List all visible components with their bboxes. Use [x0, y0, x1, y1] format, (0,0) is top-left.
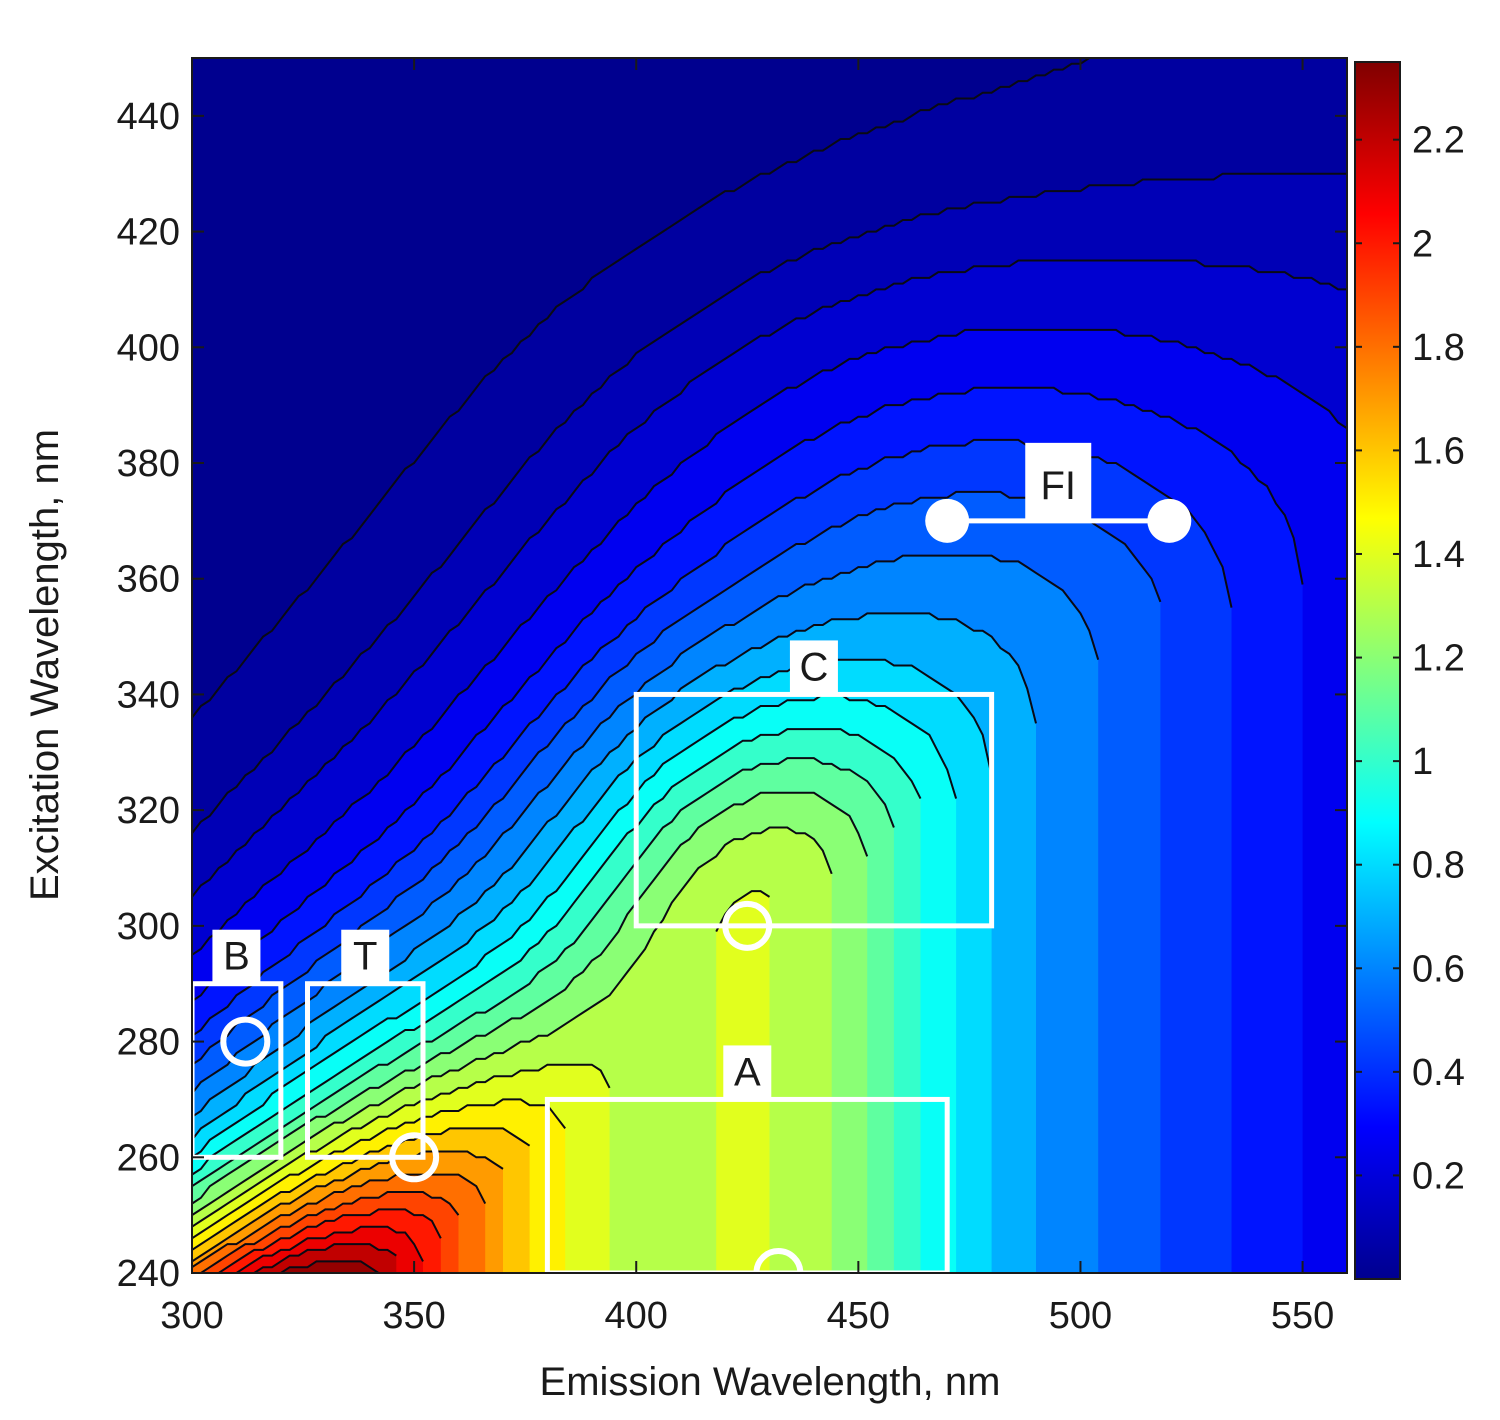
colorbar-tick-label: 1.2 [1412, 638, 1465, 680]
region-a: A [544, 1045, 950, 1298]
fi-point [925, 498, 970, 543]
contour-line [270, 1260, 380, 1273]
contour-line [192, 328, 1347, 957]
contour-fills [192, 58, 1347, 1273]
colorbar-tick-label: 1.6 [1412, 430, 1465, 472]
colorbar-tick-label: 0.2 [1412, 1155, 1465, 1197]
x-tick-label: 400 [605, 1295, 668, 1337]
y-tick-label: 440 [117, 96, 180, 138]
x-axis-label: Emission Wavelength, nm [540, 1360, 1001, 1404]
region-label: A [734, 1050, 761, 1094]
contour-line [199, 1191, 460, 1273]
region-label: C [799, 645, 828, 689]
fi-point [1147, 498, 1192, 543]
contour-line [252, 1243, 397, 1273]
region-label-bg [212, 929, 261, 982]
colorbar-tick-label: 1 [1412, 741, 1433, 783]
region-label-bg [723, 1045, 772, 1098]
fi-label-bg [1025, 442, 1092, 521]
x-tick-label: 550 [1271, 1295, 1334, 1337]
contour-line [715, 890, 771, 933]
contour-line [216, 1208, 442, 1273]
contour-line [192, 728, 922, 1176]
colorbar-gradient [1354, 61, 1401, 1280]
region-label-bg [341, 929, 390, 982]
y-tick-label: 280 [117, 1022, 180, 1064]
region-boxes: B T C A FI [189, 442, 1192, 1298]
plot-area [192, 58, 1347, 1273]
fi-label: FI [1040, 464, 1076, 508]
plot-frame [191, 57, 1348, 1274]
colorbar-tick-label: 0.6 [1412, 948, 1465, 990]
region-label-bg [789, 640, 838, 693]
colorbar-tick-label: 1.4 [1412, 534, 1465, 576]
y-tick-label: 340 [117, 674, 180, 716]
region-marker [389, 1132, 440, 1183]
y-tick-label: 420 [117, 212, 180, 254]
y-axis-ticks: 240 260 280 300 320 340 360 380 400 420 440 [117, 96, 1347, 1295]
region-c: C [633, 640, 995, 951]
y-tick-label: 360 [117, 559, 180, 601]
contour-line [192, 259, 1347, 899]
fi-marker: FI [925, 442, 1192, 543]
contour-line [192, 1150, 504, 1263]
contour-line [192, 612, 1037, 1118]
region-label: B [223, 935, 250, 979]
y-tick-label: 240 [117, 1253, 180, 1295]
y-tick-label: 260 [117, 1137, 180, 1179]
region-box [633, 691, 995, 929]
x-tick-label: 300 [160, 1295, 223, 1337]
colorbar: 0.2 0.4 0.6 0.8 1 1.2 1.4 1.6 1.8 2 2.2 [1354, 61, 1465, 1280]
colorbar-tick-label: 0.4 [1412, 1052, 1465, 1094]
contour-line [192, 490, 1162, 1066]
colorbar-tick-label: 1.8 [1412, 327, 1465, 369]
colorbar-tick-label: 2 [1412, 223, 1433, 265]
contour-line [192, 658, 993, 1142]
contour-line [192, 172, 1347, 835]
contour-line [192, 1098, 566, 1240]
x-axis-ticks: 300 350 400 450 500 550 [160, 58, 1334, 1337]
colorbar-tick-label: 0.8 [1412, 845, 1465, 887]
contour-line [192, 58, 1109, 720]
y-axis-label: Excitation Wavelength, nm [23, 429, 67, 901]
contour-line [192, 1127, 531, 1252]
x-tick-label: 500 [1049, 1295, 1112, 1337]
region-box [305, 981, 426, 1160]
region-marker [220, 1016, 271, 1067]
region-t: T [305, 929, 440, 1183]
contour-line [192, 757, 895, 1188]
contour-line [192, 1063, 611, 1228]
y-tick-label: 320 [117, 790, 180, 832]
x-tick-label: 450 [827, 1295, 890, 1337]
colorbar-tick-label: 2.2 [1412, 120, 1465, 162]
contour-line [192, 791, 869, 1205]
x-tick-label: 350 [382, 1295, 445, 1337]
colorbar-ticks: 0.2 0.4 0.6 0.8 1 1.2 1.4 1.6 1.8 2 2.2 [1355, 120, 1465, 1197]
contour-line [192, 826, 833, 1217]
y-tick-label: 380 [117, 443, 180, 485]
y-tick-label: 400 [117, 327, 180, 369]
y-tick-label: 300 [117, 906, 180, 948]
contour-fill [272, 1261, 379, 1273]
region-marker [722, 900, 773, 951]
contour-line [192, 386, 1304, 1003]
region-label: T [353, 935, 377, 979]
